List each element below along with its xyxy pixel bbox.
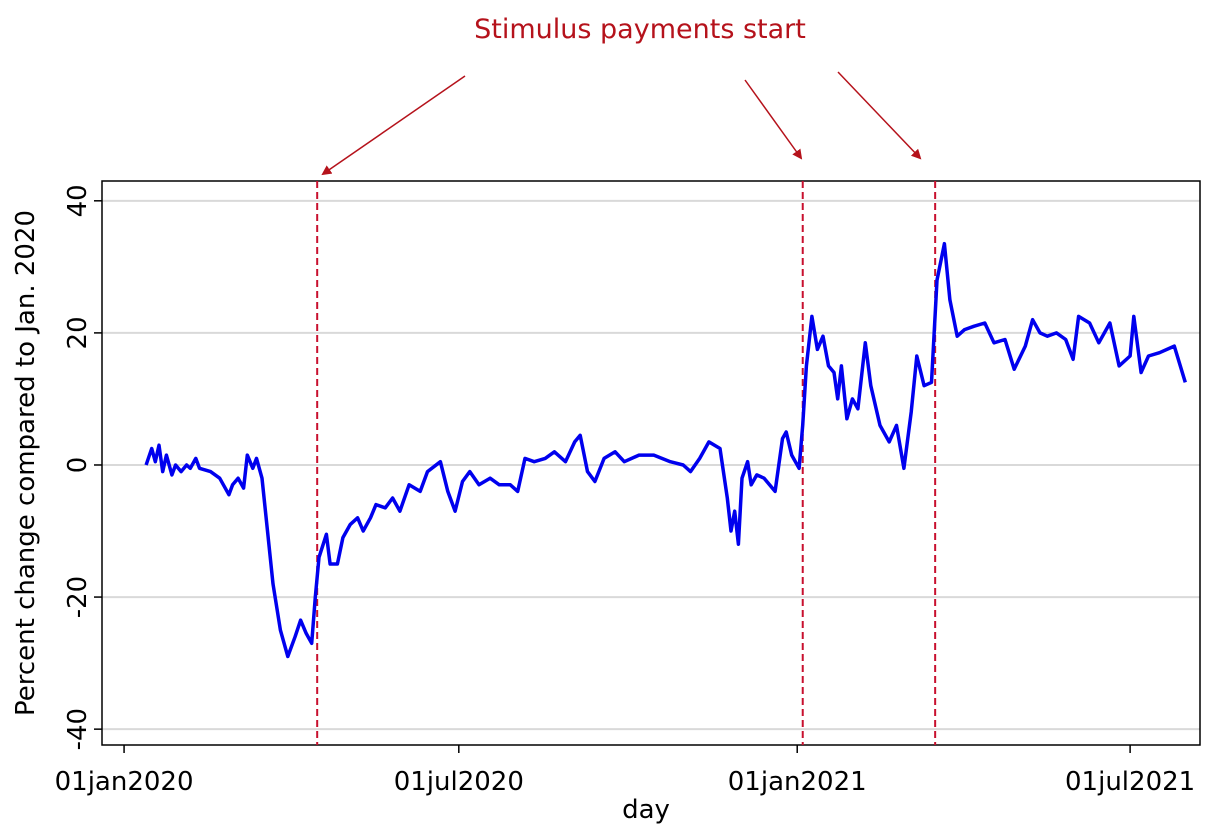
x-tick-label: 01jan2021 <box>728 767 867 797</box>
x-tick-label: 01jan2020 <box>55 767 194 797</box>
data-line <box>144 241 1187 659</box>
x-tick-label: 01jul2021 <box>1065 767 1195 797</box>
y-axis-label: Percent change compared to Jan. 2020 <box>11 210 41 716</box>
y-tick-label: -20 <box>63 576 93 618</box>
y-tick-label: 0 <box>63 457 93 474</box>
y-tick-label: -40 <box>63 708 93 750</box>
x-axis-label: day <box>622 795 670 825</box>
annotation-arrows <box>321 71 922 176</box>
y-tick-label: 40 <box>63 184 93 217</box>
annotation: Stimulus payments start <box>474 14 806 45</box>
plot-frame <box>101 180 1201 746</box>
x-tick-label: 01jul2020 <box>394 767 524 797</box>
y-tick-label: 20 <box>63 316 93 349</box>
